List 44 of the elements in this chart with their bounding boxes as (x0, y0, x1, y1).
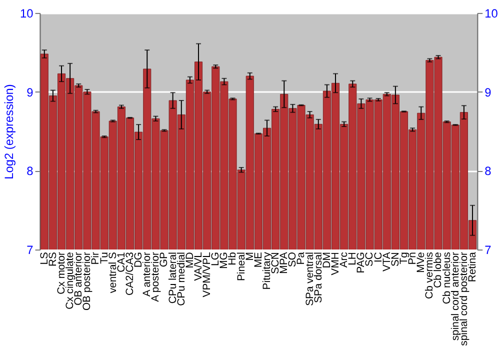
x-tick-label: SN (390, 252, 402, 267)
x-tick-label: VTA (382, 252, 393, 272)
x-tick-label: MG (219, 252, 230, 269)
x-tick-label: Tu (99, 252, 110, 264)
x-tick-label: SPa dorsal (313, 252, 324, 304)
x-tick-label: CPu lateral (168, 252, 179, 304)
x-tick-label: DM (322, 252, 333, 268)
x-tick-label: RS (48, 252, 59, 267)
x-tick-label: A posterior (150, 252, 162, 302)
x-tick-label: CPu medial (176, 252, 188, 306)
y-tick-label: 8 (26, 164, 34, 178)
x-tick-label: Hb (228, 252, 239, 266)
x-tick-label: Pituitary (262, 251, 273, 290)
x-tick-label: spinal cord posterior (458, 252, 470, 346)
y-tick-label: 10 (20, 6, 34, 20)
x-tick-label: SPa ventral (304, 252, 316, 306)
x-tick-label: ventral S (108, 252, 119, 294)
x-tick-label: SO (288, 252, 299, 268)
x-tick-label: Retina (467, 252, 478, 282)
x-tick-label: ME (253, 252, 264, 268)
x-tick-label: Cx motor (56, 252, 68, 294)
x-tick-label: OB posterior (82, 252, 94, 311)
x-tick-label: PAG (356, 252, 368, 274)
x-tick-label: Cb nucleus (442, 252, 453, 304)
x-tick-label: SC (364, 252, 376, 267)
x-tick-label: Cb lobe (433, 252, 444, 288)
y-tick-label: 7 (26, 243, 34, 258)
x-tick-label: Pineal (236, 252, 248, 282)
x-tick-label: Tg (398, 252, 410, 264)
x-tick-label: Pa (296, 252, 308, 265)
y-tick-label: 9 (26, 85, 34, 100)
y-axis-title: Log2 (expression) (2, 84, 16, 180)
x-tick-label: LS (39, 252, 50, 265)
x-tick-label: VA/VL (193, 252, 204, 281)
x-tick-label: VMH (330, 252, 342, 276)
x-tick-label: CA2/CA3 (124, 252, 136, 296)
x-tick-label: MD (184, 252, 196, 268)
y2-tick-label: 9 (484, 85, 492, 100)
x-tick-label: IC (373, 252, 384, 262)
y2-tick-label: 8 (484, 164, 492, 178)
x-tick-label: M (244, 252, 256, 261)
y2-tick-label: 10 (484, 6, 498, 20)
y2-tick-label: 7 (484, 243, 492, 258)
x-tick-label: CA1 (116, 252, 128, 272)
